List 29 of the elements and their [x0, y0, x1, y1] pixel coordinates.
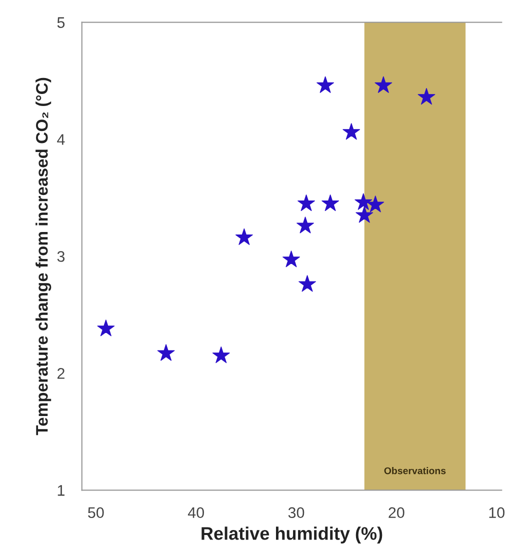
point: [374, 76, 392, 93]
x-tick-label: 40: [188, 507, 204, 518]
point: [97, 320, 115, 336]
y-axis-title: Temperature change from increased CO₂ (°C): [36, 78, 52, 436]
y-tick-label: 4: [57, 134, 65, 145]
point: [298, 275, 316, 292]
point: [235, 228, 253, 245]
point: [157, 344, 175, 361]
x-tick-label: 50: [88, 507, 104, 518]
y-tick-label: 3: [57, 251, 65, 262]
point: [298, 194, 315, 212]
x-tick-label: 10: [489, 507, 504, 518]
point: [212, 346, 230, 364]
point: [356, 206, 374, 223]
point: [322, 194, 340, 212]
y-tick-label: 1: [58, 485, 64, 496]
point: [418, 88, 436, 105]
point: [342, 123, 360, 140]
y-tick-label: 5: [57, 17, 65, 28]
point: [366, 196, 384, 212]
x-axis-title: Relative humidity (%): [202, 526, 382, 544]
point: [316, 76, 334, 93]
point: [354, 193, 372, 210]
point: [296, 216, 314, 234]
band-label: Observations: [384, 467, 446, 474]
y-tick-label: 2: [57, 368, 64, 379]
x-tick-label: 20: [388, 507, 404, 518]
x-tick-label: 30: [288, 507, 304, 518]
point: [282, 250, 300, 268]
